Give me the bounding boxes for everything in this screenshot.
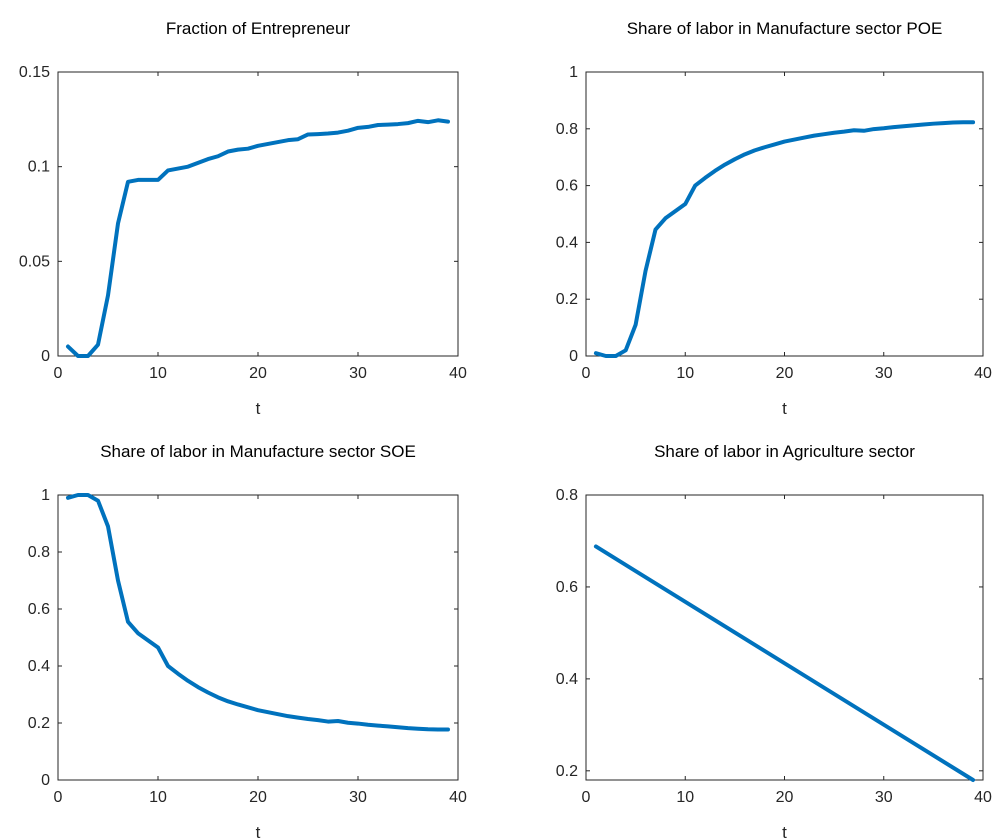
x-axis-label: t [782, 399, 787, 418]
x-tick-label: 10 [676, 789, 694, 806]
y-tick-label: 0.6 [556, 178, 578, 195]
x-axis-label: t [256, 823, 261, 839]
chart-labor-agriculture: Share of labor in Agriculture sector 0 10… [556, 442, 992, 839]
y-tick-label: 1 [41, 487, 50, 504]
y-tick-label: 0.8 [556, 121, 578, 138]
x-tick-label: 30 [349, 365, 367, 382]
y-tick-label: 0.15 [19, 64, 50, 81]
y-tick-label: 0.8 [556, 487, 578, 504]
y-tick-label: 0 [41, 772, 50, 789]
x-tick-label: 20 [249, 789, 267, 806]
chart-labor-manufacture-poe: Share of labor in Manufacture sector POE… [556, 19, 992, 418]
x-tick-label: 10 [149, 789, 167, 806]
x-tick-label: 0 [54, 789, 63, 806]
axes-box [57, 71, 459, 357]
x-tick-label: 40 [974, 365, 992, 382]
x-tick-label: 20 [776, 365, 794, 382]
x-tick-label: 30 [875, 365, 893, 382]
series-line [593, 544, 976, 782]
chart-fraction-entrepreneur: Fraction of Entrepreneur 0 10 20 30 4000.050… [19, 19, 467, 418]
x-tick-label: 0 [582, 789, 591, 806]
x-tick-label: 40 [974, 789, 992, 806]
chart-title: Share of labor in Agriculture sector [654, 442, 915, 461]
x-tick-label: 30 [875, 789, 893, 806]
plot-area: 0 10 20 30 40 0 0.2 0.4 0.6 0.8 1 [556, 64, 992, 382]
x-tick-label: 20 [776, 789, 794, 806]
x-tick-label: 10 [149, 365, 167, 382]
y-tick-label: 0.2 [28, 715, 50, 732]
y-tick-label: 0.6 [28, 601, 50, 618]
series-line [593, 120, 976, 358]
x-tick-label: 0 [582, 365, 591, 382]
series-line [66, 118, 450, 358]
y-tick-label: 1 [569, 64, 578, 81]
x-tick-label: 20 [249, 365, 267, 382]
x-tick-label: 30 [349, 789, 367, 806]
y-tick-label: 0 [41, 348, 50, 365]
y-tick-label: 0.2 [556, 763, 578, 780]
y-tick-label: 0.1 [28, 159, 50, 176]
y-tick-label: 0.4 [556, 671, 578, 688]
y-tick-label: 0.4 [28, 658, 50, 675]
y-tick-label: 0.6 [556, 579, 578, 596]
x-axis-label: t [256, 399, 261, 418]
x-tick-label: 0 [54, 365, 63, 382]
axes-box [585, 494, 984, 781]
x-tick-label: 10 [676, 365, 694, 382]
plot-area: 0 10 20 30 40 0 0.05 0.1 0.15 [19, 64, 467, 382]
x-axis-label: t [782, 823, 787, 839]
chart-title: Share of labor in Manufacture sector POE [627, 19, 943, 38]
series-line [66, 493, 450, 732]
x-tick-label: 40 [449, 789, 467, 806]
y-tick-label: 0.8 [28, 544, 50, 561]
x-tick-label: 40 [449, 365, 467, 382]
plot-area: 0 10 20 30 40 0.2 0.4 0.6 0.8 [556, 487, 992, 806]
y-tick-label: 0.4 [556, 234, 578, 251]
chart-title: Fraction of Entrepreneur [166, 19, 351, 38]
axes-box [585, 71, 984, 357]
y-tick-label: 0 [569, 348, 578, 365]
y-tick-label: 0.2 [556, 291, 578, 308]
axes-box [57, 494, 459, 781]
chart-title: Share of labor in Manufacture sector SOE [100, 442, 416, 461]
chart-labor-manufacture-soe: Share of labor in Manufacture sector SOE… [28, 442, 467, 839]
plot-area: 0 10 20 30 40 0 0.2 0.4 0.6 0.8 1 [28, 487, 467, 806]
y-tick-label: 0.05 [19, 253, 50, 270]
